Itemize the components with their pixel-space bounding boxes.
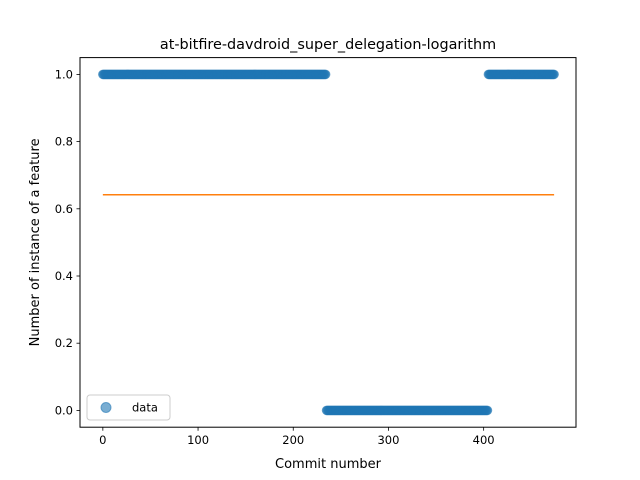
data-point <box>482 405 493 416</box>
y-tick-label: 0.2 <box>55 336 73 350</box>
legend-marker-data <box>100 402 112 413</box>
x-tick-label: 100 <box>187 433 209 447</box>
y-tick-label: 1.0 <box>55 67 73 81</box>
legend: data <box>86 394 171 421</box>
y-tick-label: 0.4 <box>55 269 73 283</box>
legend-box <box>86 394 171 421</box>
chart-title: at-bitfire-davdroid_super_delegation-log… <box>160 37 496 53</box>
y-axis-label: Number of instance of a feature <box>28 138 43 346</box>
x-tick-label: 400 <box>473 433 495 447</box>
plot-area <box>98 69 559 416</box>
y-tick-label: 0.8 <box>55 135 73 149</box>
y-tick-label: 0.6 <box>55 202 73 216</box>
data-point <box>320 69 331 80</box>
axes-frame <box>79 57 577 428</box>
x-axis-label: Commit number <box>275 457 382 472</box>
x-tick-label: 200 <box>282 433 304 447</box>
y-tick-label: 0.0 <box>55 403 73 417</box>
x-axis: 0 100 200 300 400 <box>99 427 495 447</box>
x-tick-label: 300 <box>377 433 399 447</box>
x-tick-label: 0 <box>99 433 106 447</box>
data-point <box>549 69 559 80</box>
y-axis: 0.0 0.2 0.4 0.6 0.8 1.0 <box>55 67 80 417</box>
legend-label-data: data <box>132 401 158 415</box>
